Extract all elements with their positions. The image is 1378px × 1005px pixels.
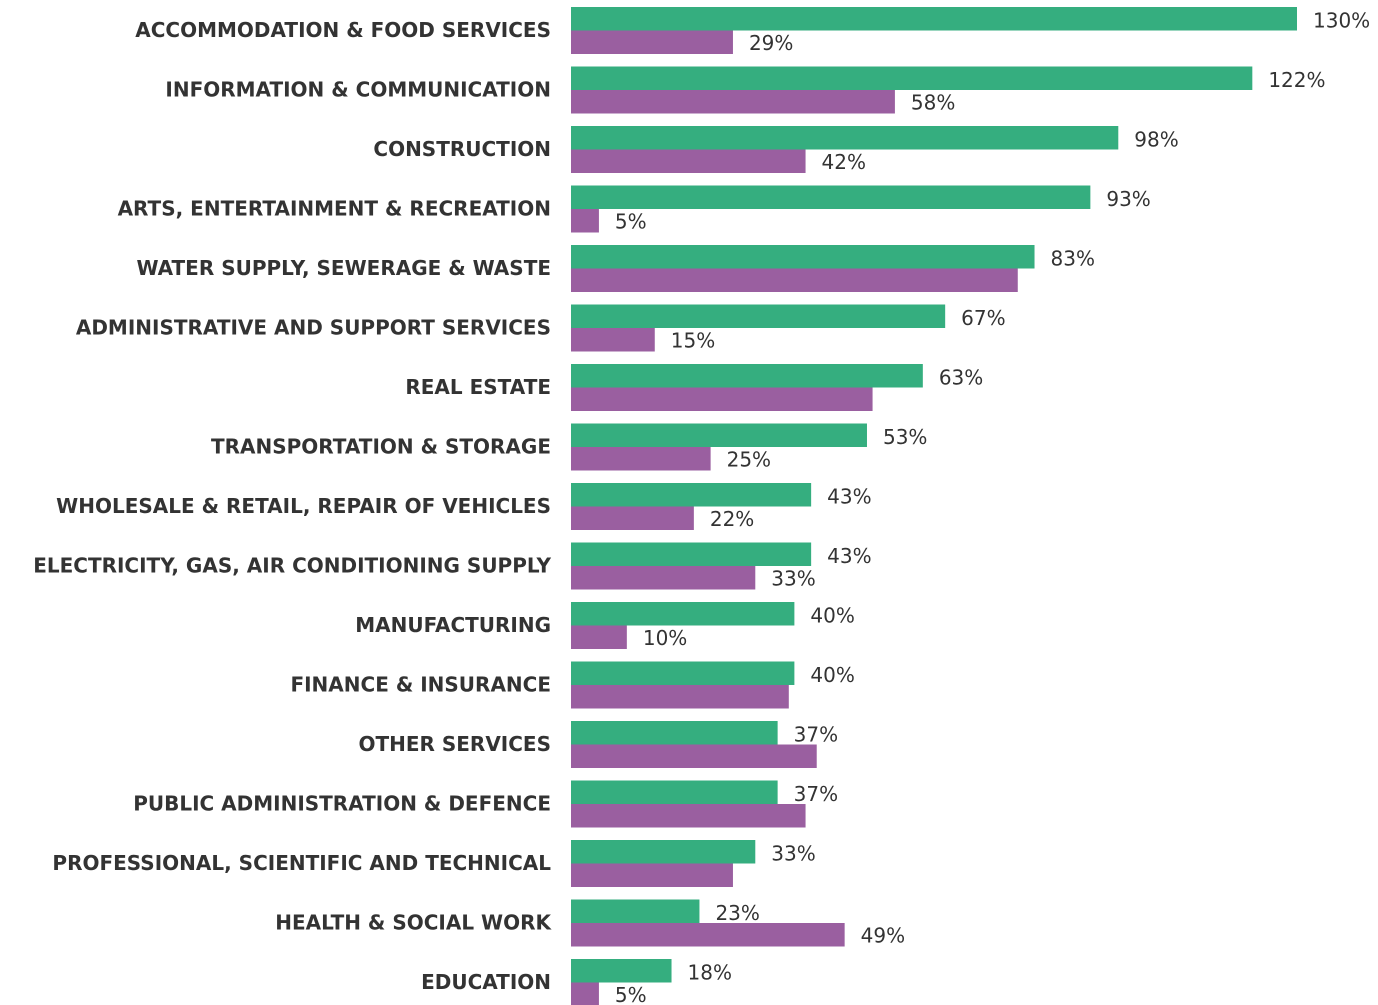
category-label: FINANCE & INSURANCE <box>290 673 551 697</box>
data-label: 5% <box>615 209 647 233</box>
bar <box>571 840 756 864</box>
bar <box>571 126 1119 150</box>
bar <box>571 982 599 1005</box>
bar <box>571 387 873 411</box>
category-label: ADMINISTRATIVE AND SUPPORT SERVICES <box>76 316 551 340</box>
bar <box>571 899 700 923</box>
bar <box>571 744 817 768</box>
bar <box>571 542 812 566</box>
bar <box>571 268 1018 292</box>
category-label: ACCOMMODATION & FOOD SERVICES <box>135 18 551 42</box>
bar <box>571 423 867 447</box>
data-label: 37% <box>794 722 838 746</box>
bar <box>571 328 655 352</box>
category-label: INFORMATION & COMMUNICATION <box>165 78 551 102</box>
category-label: ARTS, ENTERTAINMENT & RECREATION <box>118 197 551 221</box>
category-label: WHOLESALE & RETAIL, REPAIR OF VEHICLES <box>56 494 551 518</box>
data-label: 63% <box>939 365 983 389</box>
bar <box>571 506 694 530</box>
data-label: 5% <box>615 983 647 1005</box>
bar <box>571 7 1297 31</box>
bar <box>571 66 1253 90</box>
bar <box>571 209 599 233</box>
data-label: 33% <box>771 841 815 865</box>
bar <box>571 149 806 173</box>
bar <box>571 30 733 54</box>
category-label: OTHER SERVICES <box>358 732 551 756</box>
bar <box>571 780 778 804</box>
data-label: 23% <box>715 901 759 925</box>
data-label: 67% <box>961 306 1005 330</box>
data-label: 42% <box>822 150 866 174</box>
data-label: 40% <box>810 663 854 687</box>
category-label: MANUFACTURING <box>355 613 551 637</box>
data-label: 58% <box>911 90 955 114</box>
bar <box>571 566 756 590</box>
bar <box>571 483 812 507</box>
data-label: 29% <box>749 31 793 55</box>
data-label: 33% <box>771 566 815 590</box>
bar <box>571 90 895 114</box>
category-label: HEALTH & SOCIAL WORK <box>275 911 552 935</box>
bar <box>571 304 946 328</box>
category-label: WATER SUPPLY, SEWERAGE & WASTE <box>136 256 551 280</box>
data-label: 40% <box>810 603 854 627</box>
bar <box>571 685 789 709</box>
data-label: 25% <box>727 447 771 471</box>
bar <box>571 721 778 745</box>
bar <box>571 364 923 388</box>
data-label: 130% <box>1313 8 1370 32</box>
bar <box>571 245 1035 269</box>
bar <box>571 863 733 887</box>
bar <box>571 804 806 828</box>
category-label: PUBLIC ADMINISTRATION & DEFENCE <box>133 792 551 816</box>
bar <box>571 185 1091 209</box>
data-label: 22% <box>710 507 754 531</box>
bar <box>571 661 795 685</box>
bar <box>571 447 711 471</box>
category-label: REAL ESTATE <box>405 375 551 399</box>
category-label: EDUCATION <box>421 970 551 994</box>
data-label: 122% <box>1268 68 1325 92</box>
category-label: PROFESSIONAL, SCIENTIFIC AND TECHNICAL <box>52 851 551 875</box>
data-label: 37% <box>794 782 838 806</box>
bar <box>571 923 845 947</box>
category-label: TRANSPORTATION & STORAGE <box>211 435 551 459</box>
data-label: 83% <box>1051 246 1095 270</box>
bar <box>571 959 672 983</box>
data-label: 15% <box>671 328 715 352</box>
data-label: 93% <box>1106 187 1150 211</box>
data-label: 98% <box>1134 127 1178 151</box>
data-label: 53% <box>883 425 927 449</box>
data-label: 18% <box>688 960 732 984</box>
data-label: 43% <box>827 544 871 568</box>
category-label: ELECTRICITY, GAS, AIR CONDITIONING SUPPL… <box>33 554 551 578</box>
data-label: 49% <box>861 923 905 947</box>
data-label: 43% <box>827 484 871 508</box>
bar <box>571 602 795 626</box>
category-label: CONSTRUCTION <box>373 137 551 161</box>
data-label: 10% <box>643 626 687 650</box>
bar <box>571 625 627 649</box>
